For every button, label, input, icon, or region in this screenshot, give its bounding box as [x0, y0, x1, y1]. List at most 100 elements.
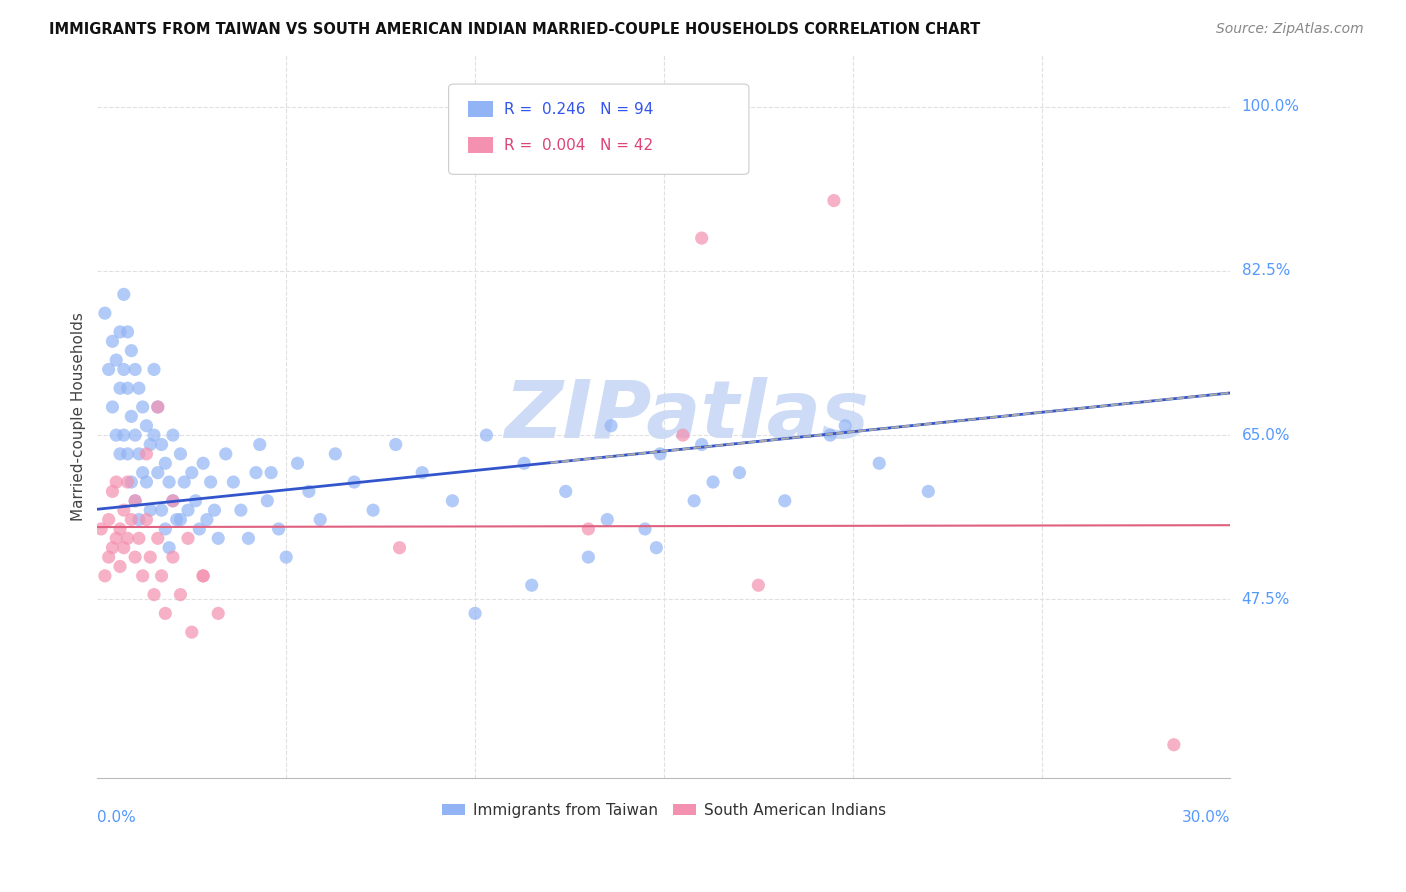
Point: [818, 428, 841, 442]
Text: ZIPatlas: ZIPatlas: [505, 377, 869, 455]
Point: [256, 493, 278, 508]
Point: [150, 437, 173, 451]
Text: 100.0%: 100.0%: [1241, 99, 1299, 114]
Text: IMMIGRANTS FROM TAIWAN VS SOUTH AMERICAN INDIAN MARRIED-COUPLE HOUSEHOLDS CORREL: IMMIGRANTS FROM TAIWAN VS SOUTH AMERICAN…: [49, 22, 980, 37]
Point: [105, 353, 128, 368]
Point: [155, 456, 177, 470]
Point: [112, 362, 135, 376]
Point: [117, 447, 139, 461]
Point: [690, 231, 713, 245]
Point: [108, 559, 131, 574]
Point: [177, 532, 200, 546]
Point: [672, 428, 695, 442]
Point: [157, 541, 180, 555]
Point: [108, 381, 131, 395]
Point: [112, 287, 135, 301]
Point: [120, 343, 142, 358]
Text: 0.0%: 0.0%: [97, 810, 136, 825]
Point: [260, 466, 283, 480]
Point: [101, 400, 124, 414]
Point: [834, 418, 856, 433]
Point: [124, 493, 146, 508]
Y-axis label: Married-couple Households: Married-couple Households: [72, 312, 86, 521]
Point: [520, 578, 543, 592]
Point: [162, 493, 184, 508]
Point: [117, 532, 139, 546]
Point: [634, 522, 657, 536]
FancyBboxPatch shape: [468, 102, 494, 117]
Point: [361, 503, 384, 517]
Point: [513, 456, 536, 470]
Point: [690, 437, 713, 451]
Point: [112, 428, 135, 442]
Point: [112, 541, 135, 555]
Point: [207, 532, 229, 546]
Point: [135, 418, 157, 433]
Point: [229, 503, 252, 517]
Point: [207, 607, 229, 621]
Point: [600, 418, 623, 433]
Point: [276, 550, 298, 565]
Point: [155, 522, 177, 536]
Point: [131, 569, 153, 583]
Point: [245, 466, 267, 480]
Point: [868, 456, 890, 470]
Point: [238, 532, 260, 546]
Point: [267, 522, 290, 536]
Point: [139, 550, 162, 565]
Point: [596, 512, 619, 526]
Point: [124, 550, 146, 565]
Point: [150, 503, 173, 517]
Point: [441, 493, 464, 508]
Point: [94, 306, 117, 320]
Point: [249, 437, 271, 451]
Point: [143, 362, 166, 376]
Point: [191, 456, 214, 470]
Point: [135, 447, 157, 461]
Point: [108, 447, 131, 461]
Point: [683, 493, 706, 508]
Point: [464, 607, 486, 621]
Point: [139, 503, 162, 517]
Point: [173, 475, 195, 489]
Point: [184, 493, 207, 508]
Point: [124, 493, 146, 508]
Point: [554, 484, 576, 499]
Point: [150, 569, 173, 583]
Point: [384, 437, 406, 451]
Point: [747, 578, 769, 592]
Point: [146, 400, 169, 414]
Point: [309, 512, 332, 526]
Point: [188, 522, 211, 536]
Point: [146, 400, 169, 414]
Point: [162, 493, 184, 508]
Point: [128, 512, 150, 526]
Point: [117, 475, 139, 489]
Point: [650, 447, 672, 461]
Point: [128, 532, 150, 546]
Point: [645, 541, 668, 555]
Point: [120, 475, 142, 489]
Point: [105, 532, 128, 546]
Point: [120, 409, 142, 424]
Point: [388, 541, 411, 555]
Point: [94, 569, 117, 583]
Point: [169, 512, 191, 526]
Point: [90, 522, 112, 536]
Point: [773, 493, 796, 508]
Point: [177, 503, 200, 517]
Point: [97, 362, 120, 376]
Point: [101, 334, 124, 349]
Point: [101, 541, 124, 555]
Point: [343, 475, 366, 489]
Point: [200, 475, 222, 489]
Point: [169, 588, 191, 602]
Point: [411, 466, 433, 480]
Text: 47.5%: 47.5%: [1241, 591, 1289, 607]
Text: Source: ZipAtlas.com: Source: ZipAtlas.com: [1216, 22, 1364, 37]
Point: [105, 475, 128, 489]
Point: [128, 381, 150, 395]
Point: [162, 550, 184, 565]
Point: [105, 428, 128, 442]
Point: [180, 466, 202, 480]
